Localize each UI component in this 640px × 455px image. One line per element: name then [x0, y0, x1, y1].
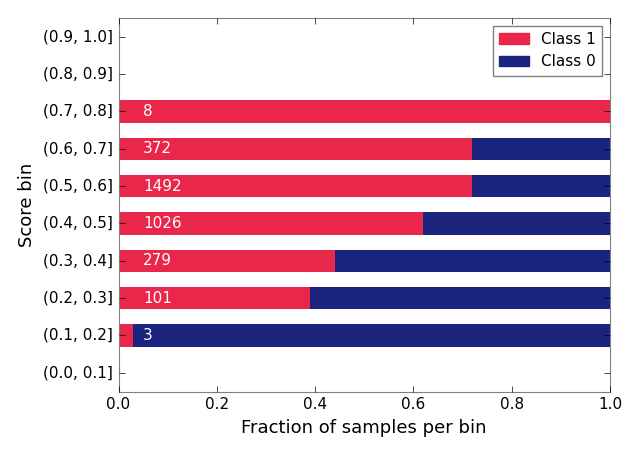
Bar [118, 137, 472, 160]
Text: 3: 3 [143, 328, 153, 343]
Bar [118, 250, 335, 272]
Bar [118, 324, 133, 347]
Y-axis label: Score bin: Score bin [18, 162, 36, 247]
Bar [118, 212, 423, 235]
Bar [118, 175, 472, 197]
Legend: Class 1, Class 0: Class 1, Class 0 [493, 25, 602, 76]
Text: 279: 279 [143, 253, 172, 268]
Text: 1026: 1026 [143, 216, 182, 231]
Bar [423, 212, 610, 235]
Bar [472, 137, 610, 160]
Bar [118, 287, 310, 309]
Bar [118, 100, 610, 122]
X-axis label: Fraction of samples per bin: Fraction of samples per bin [241, 419, 487, 437]
Bar [335, 250, 610, 272]
Bar [472, 175, 610, 197]
Bar [310, 287, 610, 309]
Text: 372: 372 [143, 141, 172, 156]
Text: 101: 101 [143, 291, 172, 306]
Text: 8: 8 [143, 104, 153, 119]
Bar [133, 324, 610, 347]
Text: 1492: 1492 [143, 178, 182, 193]
